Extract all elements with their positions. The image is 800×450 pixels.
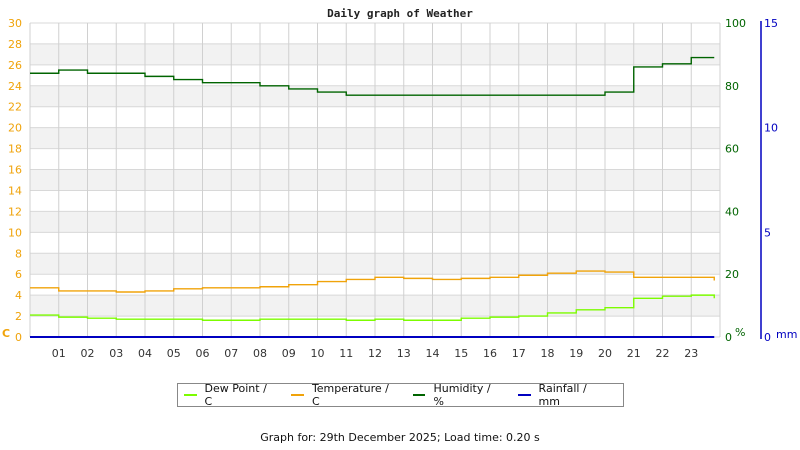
legend-label: Humidity / %: [433, 382, 491, 408]
legend-label: Dew Point / C: [204, 382, 267, 408]
svg-text:22: 22: [8, 101, 22, 114]
svg-text:07: 07: [224, 347, 238, 360]
svg-text:40: 40: [725, 205, 739, 218]
svg-text:15: 15: [764, 17, 778, 30]
legend-item-rainfall: Rainfall / mm: [516, 382, 609, 408]
svg-text:12: 12: [368, 347, 382, 360]
svg-text:08: 08: [253, 347, 267, 360]
svg-text:4: 4: [15, 289, 22, 302]
svg-text:%: %: [735, 326, 745, 339]
svg-text:5: 5: [764, 226, 771, 239]
series-lines: [30, 56, 715, 338]
svg-text:09: 09: [282, 347, 296, 360]
svg-text:100: 100: [725, 17, 746, 30]
svg-text:20: 20: [598, 347, 612, 360]
svg-text:28: 28: [8, 38, 22, 51]
svg-text:0: 0: [15, 331, 22, 344]
svg-text:10: 10: [8, 226, 22, 239]
humidity-swatch-icon: [412, 394, 426, 396]
svg-text:01: 01: [52, 347, 66, 360]
dew-point-swatch-icon: [184, 394, 197, 396]
chart-legend: Dew Point / C Temperature / C Humidity /…: [177, 382, 624, 408]
svg-text:14: 14: [8, 184, 22, 197]
x-axis-hours: 01 02 03 04 05 06 07 08 09 10 11 12 13 14 15 16 17 18 19 20…: [52, 347, 699, 360]
svg-text:18: 18: [541, 347, 555, 360]
svg-text:13: 13: [397, 347, 411, 360]
svg-text:mm: mm: [776, 328, 797, 341]
svg-text:0: 0: [725, 331, 732, 344]
rainfall-swatch-icon: [518, 394, 531, 396]
grid-lines: [29, 22, 721, 338]
svg-text:18: 18: [8, 143, 22, 156]
svg-text:C: C: [2, 327, 10, 340]
right-axis-humidity: 0 20 40 60 80 100%: [725, 17, 746, 344]
svg-text:03: 03: [109, 347, 123, 360]
svg-text:15: 15: [454, 347, 468, 360]
svg-text:16: 16: [483, 347, 497, 360]
chart-title: Daily graph of Weather: [327, 7, 473, 20]
legend-item-temperature: Temperature / C: [289, 382, 397, 408]
svg-text:05: 05: [167, 347, 181, 360]
legend-item-humidity: Humidity / %: [411, 382, 502, 408]
svg-text:16: 16: [8, 164, 22, 177]
svg-text:24: 24: [8, 80, 22, 93]
svg-text:20: 20: [8, 122, 22, 135]
svg-text:11: 11: [339, 347, 353, 360]
svg-text:20: 20: [725, 268, 739, 281]
svg-text:06: 06: [196, 347, 210, 360]
svg-text:23: 23: [684, 347, 698, 360]
svg-text:30: 30: [8, 17, 22, 30]
svg-text:0: 0: [764, 331, 771, 344]
svg-text:2: 2: [15, 310, 22, 323]
svg-text:10: 10: [311, 347, 325, 360]
svg-text:10: 10: [764, 122, 778, 135]
svg-text:17: 17: [512, 347, 526, 360]
svg-text:8: 8: [15, 247, 22, 260]
svg-text:14: 14: [426, 347, 440, 360]
svg-text:6: 6: [15, 268, 22, 281]
rain-axis: 0 5 10 15 mm: [760, 17, 797, 344]
legend-item-dew-point: Dew Point / C: [182, 382, 275, 408]
svg-text:19: 19: [569, 347, 583, 360]
legend-label: Rainfall / mm: [538, 382, 587, 408]
svg-text:60: 60: [725, 143, 739, 156]
svg-text:04: 04: [138, 347, 152, 360]
svg-text:26: 26: [8, 59, 22, 72]
temperature-swatch-icon: [291, 394, 304, 396]
svg-text:22: 22: [656, 347, 670, 360]
legend-label: Temperature / C: [311, 382, 389, 408]
svg-text:02: 02: [81, 347, 95, 360]
svg-text:80: 80: [725, 80, 739, 93]
svg-text:12: 12: [8, 205, 22, 218]
graph-footer: Graph for: 29th December 2025; Load time…: [260, 431, 540, 444]
svg-text:21: 21: [627, 347, 641, 360]
